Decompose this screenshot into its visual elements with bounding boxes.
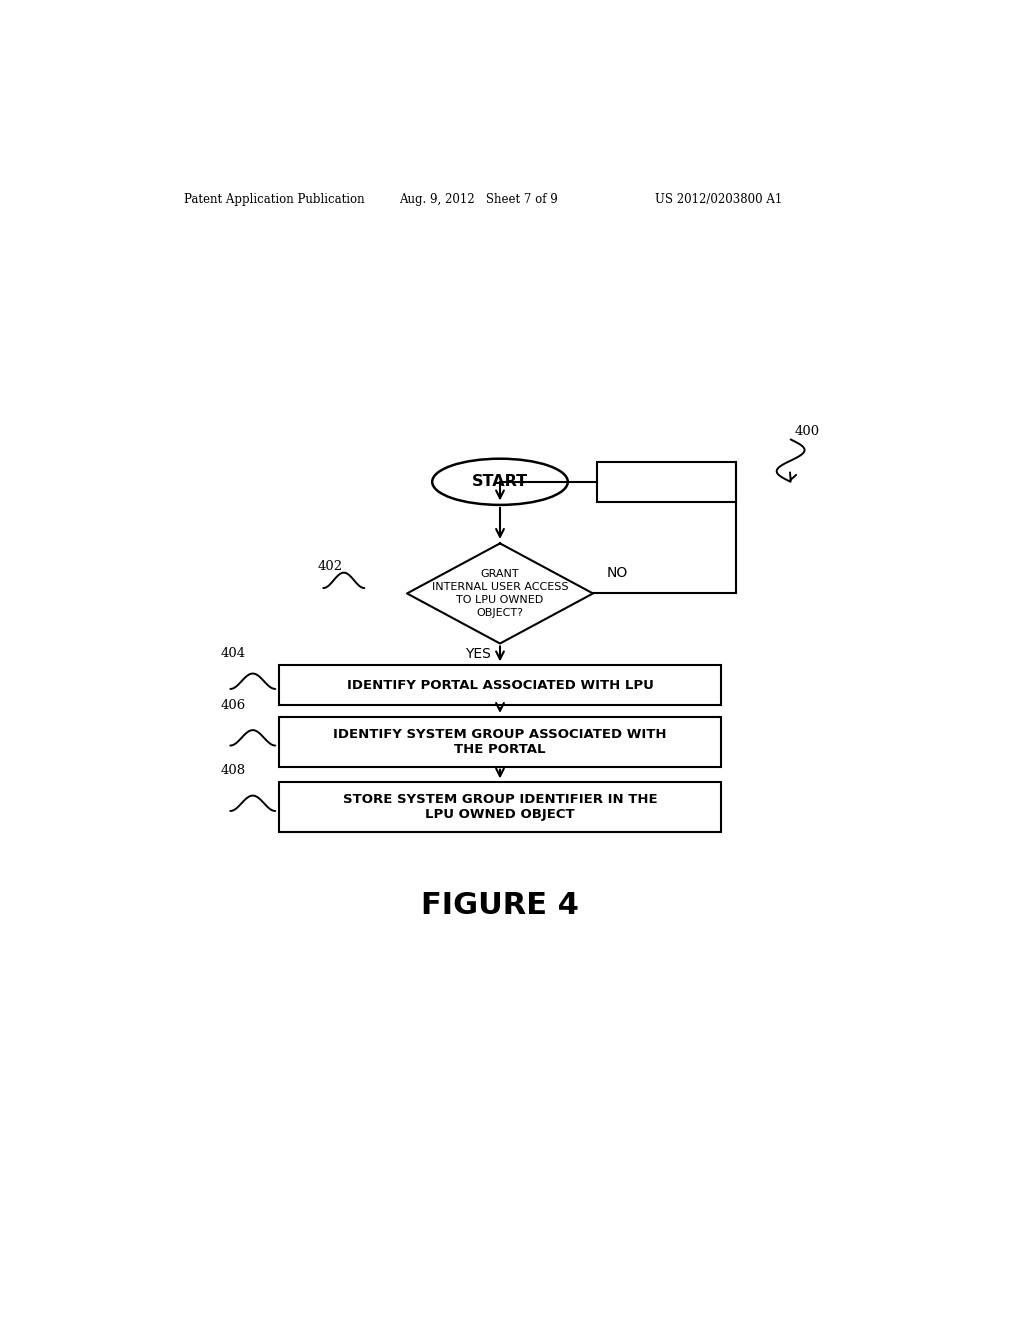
Text: GRANT
INTERNAL USER ACCESS
TO LPU OWNED
OBJECT?: GRANT INTERNAL USER ACCESS TO LPU OWNED … bbox=[432, 569, 568, 618]
Text: FIGURE 4: FIGURE 4 bbox=[421, 891, 579, 920]
Text: 402: 402 bbox=[317, 560, 343, 573]
Text: YES: YES bbox=[465, 647, 490, 661]
Text: IDENTIFY SYSTEM GROUP ASSOCIATED WITH
THE PORTAL: IDENTIFY SYSTEM GROUP ASSOCIATED WITH TH… bbox=[333, 727, 667, 755]
FancyBboxPatch shape bbox=[280, 781, 721, 832]
FancyBboxPatch shape bbox=[280, 717, 721, 767]
Text: STORE SYSTEM GROUP IDENTIFIER IN THE
LPU OWNED OBJECT: STORE SYSTEM GROUP IDENTIFIER IN THE LPU… bbox=[343, 793, 657, 821]
Text: Patent Application Publication: Patent Application Publication bbox=[183, 193, 365, 206]
FancyBboxPatch shape bbox=[280, 665, 721, 705]
Text: IDENTIFY PORTAL ASSOCIATED WITH LPU: IDENTIFY PORTAL ASSOCIATED WITH LPU bbox=[346, 678, 653, 692]
Text: 408: 408 bbox=[221, 764, 246, 777]
Text: Aug. 9, 2012   Sheet 7 of 9: Aug. 9, 2012 Sheet 7 of 9 bbox=[399, 193, 558, 206]
Text: NO: NO bbox=[607, 565, 628, 579]
FancyBboxPatch shape bbox=[597, 462, 736, 502]
Text: 400: 400 bbox=[795, 425, 819, 438]
Text: 404: 404 bbox=[221, 647, 246, 660]
Text: START: START bbox=[472, 474, 528, 490]
Text: US 2012/0203800 A1: US 2012/0203800 A1 bbox=[655, 193, 782, 206]
Text: 406: 406 bbox=[221, 698, 246, 711]
